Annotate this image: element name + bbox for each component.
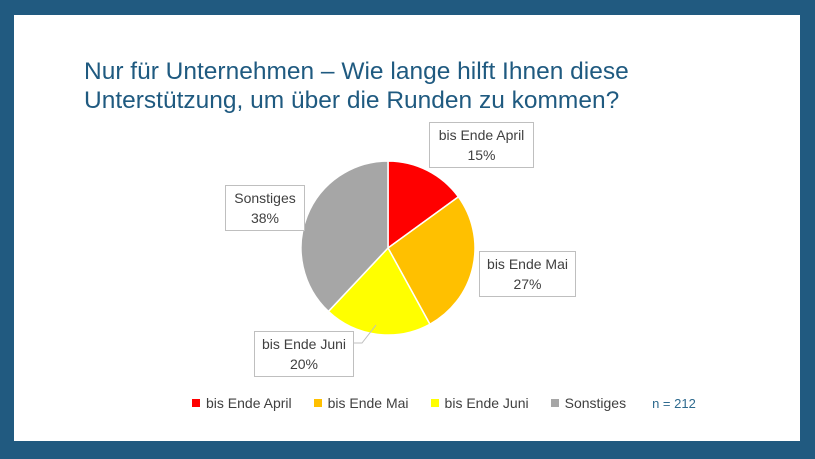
- title-line-2: Unterstützung, um über die Runden zu kom…: [84, 87, 620, 114]
- data-label-juni-value: 20%: [289, 356, 319, 372]
- data-label-mai: bis Ende Mai 27%: [479, 251, 576, 297]
- data-label-juni: bis Ende Juni 20%: [254, 331, 354, 377]
- data-label-juni-name: bis Ende Juni: [261, 336, 347, 352]
- slide: Nur für Unternehmen – Wie lange hilft Ih…: [14, 15, 800, 441]
- legend-swatch-mai: [313, 399, 322, 407]
- data-label-april-value: 15%: [467, 147, 496, 163]
- title-line-1: Nur für Unternehmen – Wie lange hilft Ih…: [84, 58, 629, 85]
- legend-label-sonstiges: Sonstiges: [564, 395, 627, 411]
- sample-size: n = 212: [652, 395, 696, 411]
- legend-label-april: bis Ende April: [206, 395, 292, 411]
- data-label-sonstiges: Sonstiges 38%: [225, 185, 305, 231]
- pie-chart: [300, 160, 476, 344]
- data-label-april-name: bis Ende April: [438, 127, 525, 143]
- legend-label-mai: bis Ende Mai: [327, 395, 409, 411]
- leader-line-juni: [352, 324, 377, 344]
- legend-item-april: bis Ende April: [192, 395, 292, 411]
- legend-item-sonstiges: Sonstiges: [550, 395, 627, 411]
- chart-title: Nur für Unternehmen – Wie lange hilft Ih…: [84, 57, 724, 115]
- legend-swatch-juni: [430, 399, 439, 407]
- legend-item-mai: bis Ende Mai: [313, 395, 409, 411]
- legend-swatch-april: [192, 399, 200, 407]
- pie-slice-mai: [387, 195, 476, 326]
- pie-slice-sonstiges: [300, 160, 389, 313]
- pie-slice-juni: [327, 246, 431, 336]
- data-label-mai-name: bis Ende Mai: [487, 256, 568, 272]
- legend-swatch-sonstiges: [550, 399, 559, 407]
- data-label-sonstiges-value: 38%: [250, 210, 280, 226]
- legend-label-juni: bis Ende Juni: [444, 395, 529, 411]
- legend: bis Ende April bis Ende Mai bis Ende Jun…: [192, 395, 696, 411]
- data-label-april: bis Ende April 15%: [429, 122, 534, 168]
- data-label-mai-value: 27%: [513, 276, 542, 292]
- pie-slices: [300, 160, 476, 336]
- pie-slice-april: [387, 160, 460, 250]
- data-label-sonstiges-name: Sonstiges: [234, 190, 296, 206]
- legend-item-juni: bis Ende Juni: [430, 395, 529, 411]
- leader-lines: [352, 324, 377, 344]
